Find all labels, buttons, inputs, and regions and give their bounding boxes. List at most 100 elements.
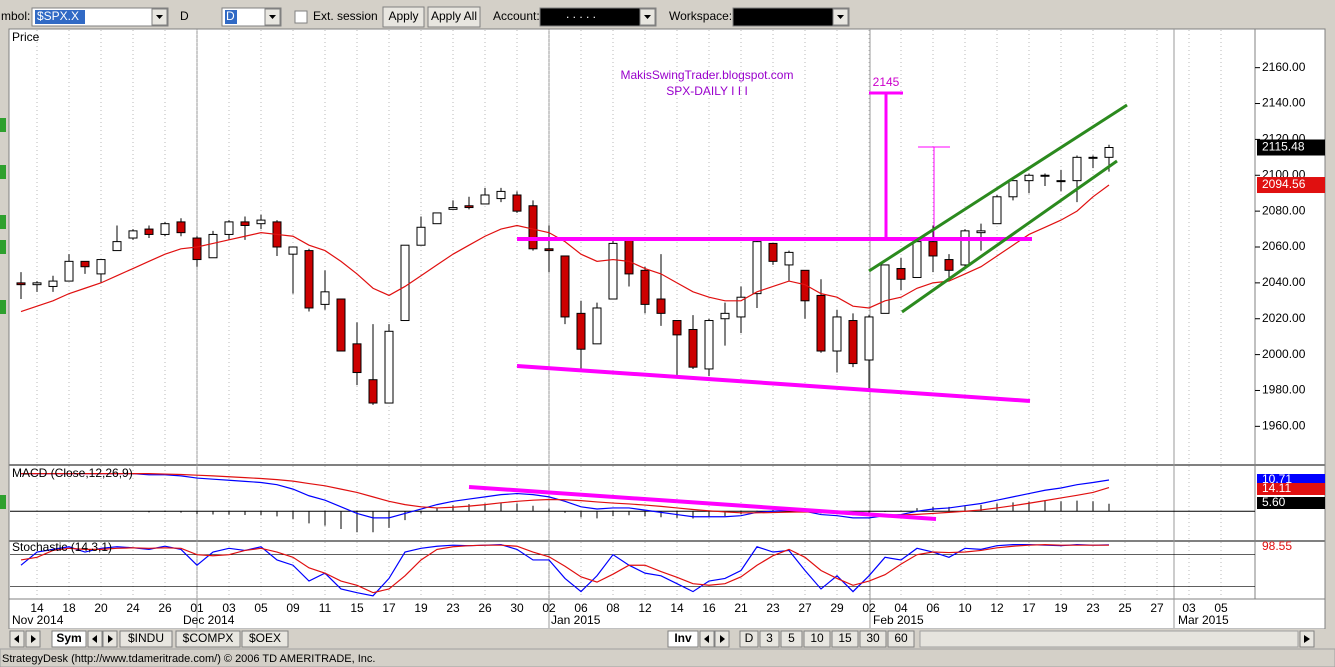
arrow <box>156 15 163 19</box>
symbol-value: $SPX.X <box>37 9 79 23</box>
channel-bottom <box>901 159 1118 314</box>
scrollbar[interactable] <box>919 630 1299 648</box>
tabs: Sym $INDU $COMPX $OEX Inv D 3 5 10 15 30 60 <box>9 630 915 648</box>
candle-body <box>512 194 522 212</box>
candle-body <box>288 246 298 255</box>
interval-highlight <box>225 10 237 24</box>
x-tick-label: 26 <box>158 601 172 615</box>
candle-body <box>832 316 842 352</box>
last-label: 98.55 <box>1262 539 1292 553</box>
candle-body <box>208 233 218 259</box>
candle-body <box>336 298 346 352</box>
candle-body <box>608 242 618 300</box>
x-tick-label: 09 <box>286 601 300 615</box>
candle-body <box>656 298 666 314</box>
left-strip <box>0 29 9 629</box>
tab[interactable] <box>739 630 759 648</box>
apply-button[interactable] <box>382 6 425 28</box>
candle-body <box>464 205 474 209</box>
candle-body <box>992 196 1002 225</box>
x-tick-label: 18 <box>62 601 76 615</box>
symbol-label: mbol: <box>1 9 30 23</box>
x-tick-label: 19 <box>414 601 428 615</box>
x-tick-label: 14 <box>30 601 44 615</box>
candle-body <box>960 230 970 266</box>
candle-body <box>1072 156 1082 182</box>
subtitle: SPX-DAILY I I I <box>666 84 748 98</box>
arrow <box>108 635 113 643</box>
tab-label: Inv <box>674 631 692 645</box>
indicator <box>0 240 6 254</box>
indicator <box>0 300 6 314</box>
tab[interactable] <box>119 630 173 648</box>
x-tick-label: 23 <box>446 601 460 615</box>
right-strip <box>1325 29 1335 629</box>
x-tick-label: 26 <box>478 601 492 615</box>
ma-label: 2094.56 <box>1262 177 1306 191</box>
candle-body <box>352 343 362 374</box>
price-title: Price <box>12 30 40 44</box>
month-label: Jan 2015 <box>551 613 601 627</box>
apply-text: Apply <box>388 9 418 23</box>
workspace-label: Workspace: <box>669 9 732 23</box>
x-tick-label: 24 <box>126 601 140 615</box>
tab[interactable] <box>887 630 915 648</box>
y-tick-label: 2000.00 <box>1262 347 1306 361</box>
candle-body <box>672 320 682 336</box>
tab[interactable] <box>759 630 780 648</box>
month-label: Nov 2014 <box>12 613 64 627</box>
candle-body <box>256 219 266 225</box>
tab[interactable] <box>51 630 87 648</box>
tab-label: $COMPX <box>183 631 234 645</box>
indicator-line <box>21 473 1110 516</box>
tab[interactable] <box>803 630 831 648</box>
moving-average <box>20 184 1110 313</box>
tab[interactable] <box>241 630 289 648</box>
macd-title: MACD (Close,12,26,9) <box>12 466 133 480</box>
candle-body <box>192 237 202 261</box>
x-tick-label: 11 <box>319 601 332 615</box>
candle-body <box>640 269 650 305</box>
status-bar <box>0 648 1335 667</box>
candle-body <box>112 241 122 252</box>
x-tick-label: 15 <box>350 601 364 615</box>
tab-label: 15 <box>838 631 852 645</box>
apply-all-text: Apply All <box>431 9 477 23</box>
x-tick-label: 12 <box>990 601 1004 615</box>
month-label: Mar 2015 <box>1178 613 1229 627</box>
arrow <box>31 635 36 643</box>
account-box[interactable] <box>539 7 657 27</box>
candle-body <box>384 330 394 404</box>
candle-body <box>944 259 954 271</box>
tab-label: 60 <box>894 631 908 645</box>
x-tick-label: 02 <box>542 601 556 615</box>
tab[interactable] <box>667 630 699 648</box>
close-label: 2115.48 <box>1262 140 1305 154</box>
x-tick-label: 06 <box>926 601 940 615</box>
candle-body <box>96 259 106 275</box>
y-tick-label: 1980.00 <box>1262 383 1306 397</box>
tab[interactable] <box>831 630 859 648</box>
interval-label: D <box>180 9 189 23</box>
candle-body <box>784 251 794 266</box>
checkbox[interactable] <box>294 10 308 24</box>
workspace-box[interactable] <box>732 7 850 27</box>
tab[interactable] <box>175 630 241 648</box>
last-label-bg <box>1257 483 1325 495</box>
tab-label: $OEX <box>249 631 281 645</box>
x-tick-label: 27 <box>1150 601 1164 615</box>
x-tick-label: 20 <box>94 601 108 615</box>
candle-body <box>768 242 778 262</box>
last-label: 10.71 <box>1262 472 1292 486</box>
x-tick-label: 10 <box>958 601 972 615</box>
x-tick-label: 03 <box>222 601 236 615</box>
tab[interactable] <box>780 630 803 648</box>
candle-body <box>752 241 762 295</box>
candle-body <box>1056 180 1066 183</box>
candle-body <box>704 320 714 370</box>
tab-label: 5 <box>788 631 795 645</box>
x-tick-label: 14 <box>670 601 684 615</box>
tab[interactable] <box>859 630 887 648</box>
apply-all-button[interactable] <box>427 6 481 28</box>
